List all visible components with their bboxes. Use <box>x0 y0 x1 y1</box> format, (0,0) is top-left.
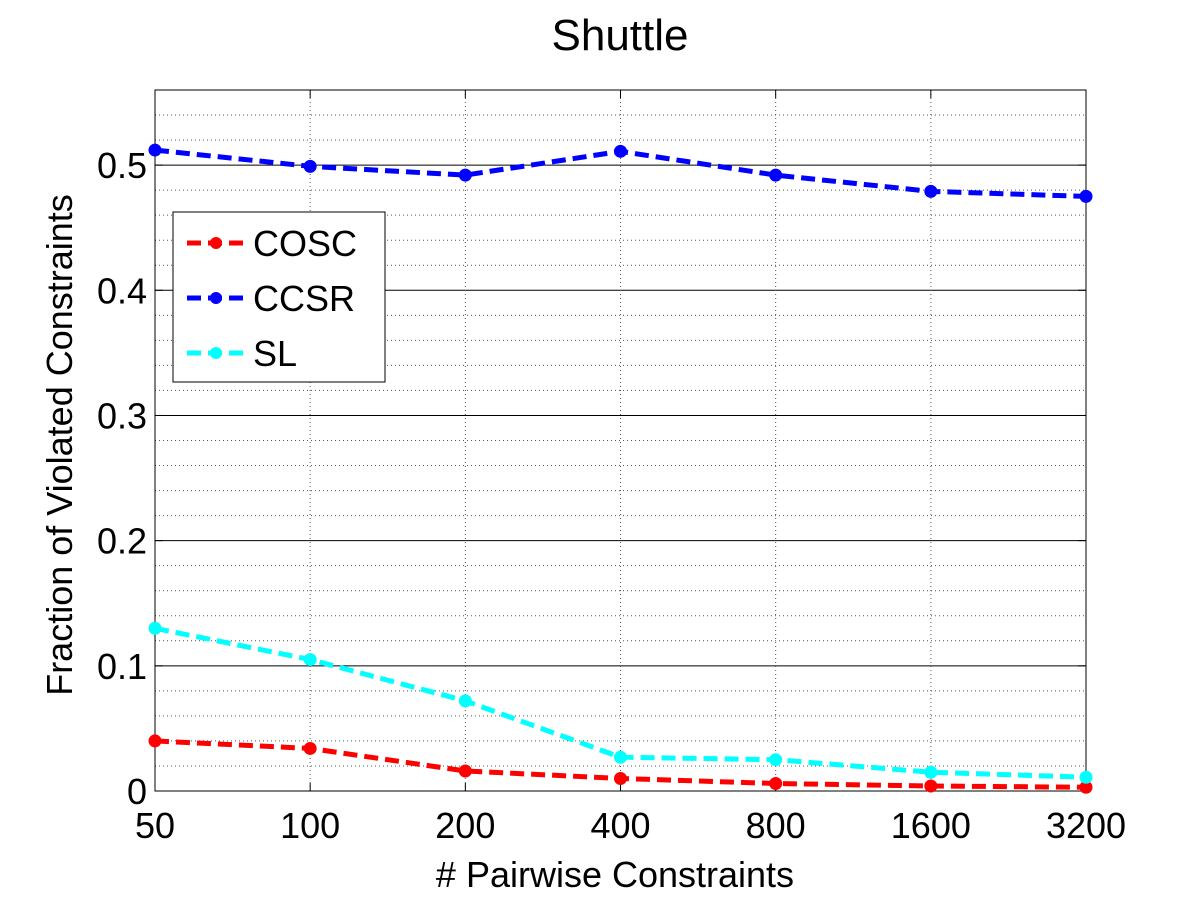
x-tick-label: 800 <box>746 805 806 846</box>
x-tick-label: 3200 <box>1046 805 1126 846</box>
x-axis-label: # Pairwise Constraints <box>436 854 794 895</box>
data-point-cosc <box>769 776 783 790</box>
series-layer <box>148 143 1093 794</box>
legend-marker-ccsr <box>210 292 222 304</box>
legend-label-cosc: COSC <box>253 223 357 264</box>
y-tick-label: 0.3 <box>97 395 147 436</box>
x-tick-label: 1600 <box>891 805 971 846</box>
x-tick-label: 50 <box>135 805 175 846</box>
y-axis-label: Fraction of Violated Constraints <box>39 194 80 696</box>
legend: COSC CCSR SL <box>172 211 386 383</box>
y-tick-label: 0.5 <box>97 145 147 186</box>
y-tick-label: 0.2 <box>97 521 147 562</box>
data-point-cosc <box>924 779 938 793</box>
legend-marker-sl <box>210 347 222 359</box>
data-point-cosc <box>458 764 472 778</box>
data-point-ccsr <box>1079 189 1093 203</box>
data-point-sl <box>458 694 472 708</box>
data-point-ccsr <box>148 143 162 157</box>
data-point-cosc <box>148 734 162 748</box>
data-point-ccsr <box>614 144 627 158</box>
chart-title: Shuttle <box>552 11 689 60</box>
x-tick-label: 400 <box>590 805 650 846</box>
y-tick-label: 0.1 <box>97 646 147 687</box>
legend-label-sl: SL <box>253 333 297 374</box>
x-tick-label: 100 <box>280 805 340 846</box>
data-point-cosc <box>303 741 317 755</box>
y-tick-label: 0 <box>127 771 147 812</box>
data-point-sl <box>303 653 317 667</box>
data-point-sl <box>1079 770 1093 784</box>
data-point-ccsr <box>769 168 783 182</box>
data-point-sl <box>148 621 162 635</box>
y-tick-label: 0.4 <box>97 270 147 311</box>
axis-ticks: 50 100 200 400 800 1600 3200 0 0.1 0.2 0.3 0.4 0.5 <box>97 90 1126 846</box>
x-tick-label: 200 <box>435 805 495 846</box>
data-point-ccsr <box>924 184 938 198</box>
data-point-cosc <box>614 771 627 785</box>
data-point-sl <box>614 750 627 764</box>
data-point-ccsr <box>458 168 472 182</box>
legend-label-ccsr: CCSR <box>253 278 355 319</box>
data-point-ccsr <box>303 159 317 173</box>
data-point-sl <box>769 753 783 767</box>
legend-marker-cosc <box>210 237 222 249</box>
data-point-sl <box>924 765 938 779</box>
